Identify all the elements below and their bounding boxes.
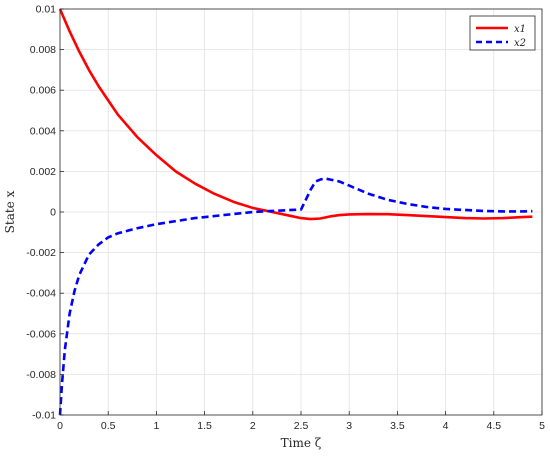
y-tick-label: -0.01 (32, 410, 56, 422)
y-tick-label: 0.01 (36, 4, 57, 16)
x-tick-label: 3 (346, 420, 352, 432)
y-axis-title: State x (3, 190, 17, 233)
x-axis-title: Time ζ (281, 436, 322, 450)
x-tick-label: 2.5 (294, 420, 309, 432)
legend-box (469, 15, 536, 51)
ticks: 0 0.5 1 1.5 2 2.5 3 3.5 4 4.5 5 -0.01 -0.008 -0.006 -0… (26, 4, 545, 433)
legend-label-x1: x1 (514, 24, 526, 35)
x-tick-label: 0.5 (101, 420, 116, 432)
x-tick-label: 3.5 (390, 420, 405, 432)
x-tick-label: 1 (153, 420, 159, 432)
y-tick-label: 0.008 (30, 44, 56, 56)
y-tick-label: -0.008 (26, 369, 56, 381)
series-layer (58, 8, 533, 416)
y-tick-label: 0.006 (30, 85, 56, 97)
legend-label-x2: x2 (514, 38, 526, 49)
y-tick-label: -0.006 (26, 328, 56, 340)
y-tick-label: -0.004 (26, 288, 56, 300)
x-tick-label: 2 (250, 420, 256, 432)
y-tick-label: 0 (50, 207, 56, 219)
x-tick-label: 5 (539, 420, 545, 432)
x-tick-label: 1.5 (197, 420, 212, 432)
x-tick-label: 4.5 (486, 420, 501, 432)
y-tick-label: -0.002 (26, 247, 56, 259)
series-line-x2 (58, 177, 533, 416)
series-line-x1 (58, 8, 533, 221)
legend: x1 x2 (469, 15, 536, 51)
y-tick-label: 0.004 (30, 125, 56, 137)
y-tick-label: 0.002 (30, 166, 56, 178)
x-tick-label: 0 (57, 420, 63, 432)
x-tick-label: 4 (443, 420, 449, 432)
